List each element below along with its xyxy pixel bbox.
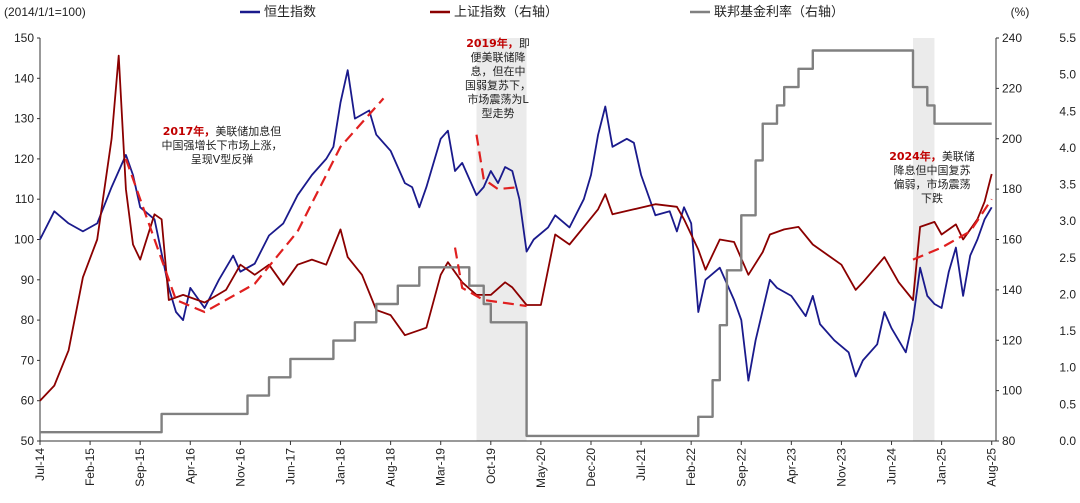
annotation-line: 偏弱，市场震荡 (894, 177, 971, 191)
right2-tick-label: 2.0 (1059, 287, 1076, 301)
right-unit-label: (%) (1011, 5, 1030, 19)
x-tick-label: Jan-18 (334, 448, 348, 485)
left-unit-label: (2014/1/1=100) (4, 5, 86, 19)
annotation-line: 型走势 (482, 106, 515, 120)
left-tick-label: 60 (21, 394, 35, 408)
right2-tick-label: 1.0 (1059, 361, 1076, 375)
legend-label-2: 上证指数（右轴） (454, 5, 558, 20)
trend-curve-1 (124, 97, 385, 314)
right2-tick-label: 3.0 (1059, 214, 1076, 228)
axes (37, 37, 999, 445)
x-tick-label: Nov-23 (834, 448, 848, 487)
left-tick-label: 50 (21, 434, 35, 448)
x-tick-label: Apr-23 (784, 448, 798, 484)
left-tick-label: 80 (21, 313, 35, 327)
right1-tick-label: 80 (1002, 434, 1016, 448)
annotation-line: 降息但中国复苏 (894, 163, 971, 177)
tick-labels: 50 60 70 80 90 100 110 120 130 140 150 80 100 120 140 1… (4, 5, 1076, 488)
left-tick-label: 130 (14, 112, 34, 126)
legend-label-1: 恒生指数 (264, 5, 316, 20)
x-tick-label: Jan-25 (935, 448, 949, 485)
annotation-line: 息，但在中 (471, 64, 526, 78)
series-line-3 (40, 49, 992, 438)
series-line-2 (39, 54, 993, 402)
trend-curve-3 (453, 247, 527, 308)
annotation-line: 2019年，即 (466, 36, 530, 50)
shaded-period (476, 38, 527, 441)
x-tick-label: Aug-25 (985, 448, 999, 487)
right2-tick-label: 3.5 (1059, 178, 1076, 192)
right1-tick-label: 180 (1002, 182, 1022, 196)
left-tick-label: 140 (14, 71, 34, 85)
right1-tick-label: 220 (1002, 81, 1022, 95)
x-tick-label: Dec-20 (584, 448, 598, 487)
right1-tick-label: 240 (1002, 31, 1022, 45)
x-tick-label: May-20 (534, 448, 548, 488)
right2-tick-label: 4.0 (1059, 141, 1076, 155)
x-tick-label: Jun-24 (885, 448, 899, 485)
x-tick-label: Feb-22 (684, 448, 698, 486)
series-line-1 (39, 69, 993, 382)
right2-tick-label: 2.5 (1059, 251, 1076, 265)
shaded-period (912, 38, 935, 441)
x-tick-label: Feb-15 (83, 448, 97, 486)
annotation-line: 呈现V型反弹 (191, 152, 254, 166)
annotation-line: 便美联储降 (471, 50, 526, 64)
x-tick-label: Apr-16 (183, 448, 197, 484)
right2-tick-label: 1.5 (1059, 324, 1076, 338)
x-tick-label: Mar-19 (434, 448, 448, 486)
annotation-line: 2024年，美联储 (889, 149, 975, 163)
left-tick-label: 120 (14, 152, 34, 166)
right2-tick-label: 4.5 (1059, 104, 1076, 118)
annotation-line: 2017年，美联储加息但 (163, 124, 282, 138)
left-tick-label: 90 (21, 273, 35, 287)
trend-curves (124, 97, 993, 314)
left-tick-label: 150 (14, 31, 34, 45)
x-tick-label: Sep-15 (133, 448, 147, 487)
left-tick-label: 100 (14, 233, 34, 247)
annotation-line: 国弱复苏下， (465, 78, 531, 92)
right1-tick-label: 160 (1002, 233, 1022, 247)
x-tick-label: Jul-14 (33, 448, 47, 481)
right1-tick-label: 100 (1002, 384, 1022, 398)
left-tick-label: 70 (21, 353, 35, 367)
trend-curve-2 (475, 134, 520, 191)
right2-tick-label: 0.5 (1059, 397, 1076, 411)
x-tick-label: Aug-18 (384, 448, 398, 487)
right1-tick-label: 200 (1002, 132, 1022, 146)
right2-tick-label: 0.0 (1059, 434, 1076, 448)
annotation-line: 下跌 (921, 191, 943, 205)
left-tick-label: 110 (15, 192, 34, 206)
legend: 恒生指数 上证指数（右轴） 联邦基金利率（右轴） (240, 4, 844, 20)
series-lines (39, 49, 993, 438)
x-tick-label: Jul-21 (634, 448, 648, 481)
right2-tick-label: 5.5 (1059, 31, 1076, 45)
x-tick-label: Jun-17 (283, 448, 297, 485)
x-tick-label: Oct-19 (484, 448, 498, 484)
right1-tick-label: 120 (1002, 333, 1022, 347)
right1-tick-label: 140 (1002, 283, 1022, 297)
x-tick-label: Sep-22 (734, 448, 748, 487)
right2-tick-label: 5.0 (1059, 68, 1076, 82)
annotation-line: 中国强增长下市场上涨， (162, 138, 283, 152)
x-tick-label: Nov-16 (233, 448, 247, 487)
legend-label-3: 联邦基金利率（右轴） (714, 4, 844, 20)
annotation-line: 市场震荡为L (467, 92, 529, 106)
shaded-periods (476, 38, 935, 441)
